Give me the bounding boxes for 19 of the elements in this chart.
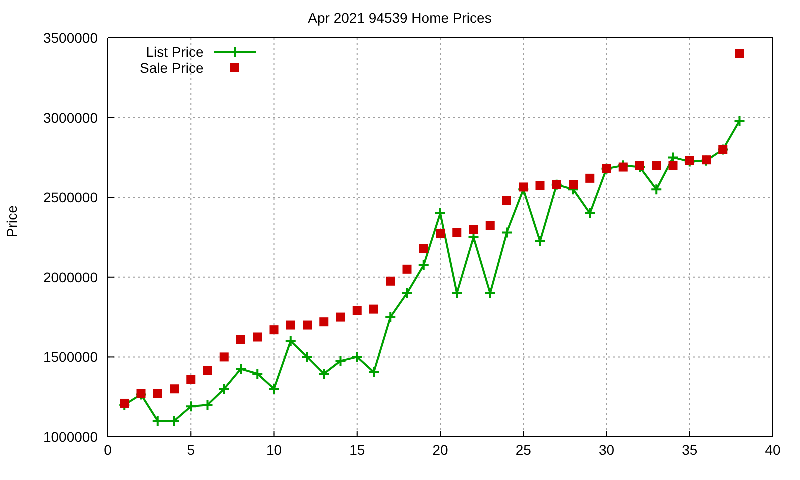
y-tick-label: 2000000 [43,269,98,286]
x-tick-label: 30 [598,442,615,458]
y-tick-label: 3000000 [43,110,98,126]
y-tick-label: 1500000 [43,349,98,366]
y-tick-label: 1000000 [43,428,98,445]
legend-label: Sale Price [140,60,204,76]
legend-label: List Price [146,44,204,60]
x-tick-label: 20 [432,442,448,458]
x-tick-label: 35 [682,442,698,458]
x-tick-label: 40 [765,442,781,458]
y-tick-label: 3500000 [43,30,98,46]
chart-title: Apr 2021 94539 Home Prices [307,10,493,26]
x-tick-label: 25 [516,442,532,458]
x-tick-label: 0 [104,442,112,458]
y-tick-label: 2500000 [43,190,98,206]
x-tick-label: 15 [350,442,366,458]
x-tick-label: 5 [187,442,196,458]
x-tick-label: 10 [266,442,282,458]
y-axis-title: Price [4,205,20,238]
